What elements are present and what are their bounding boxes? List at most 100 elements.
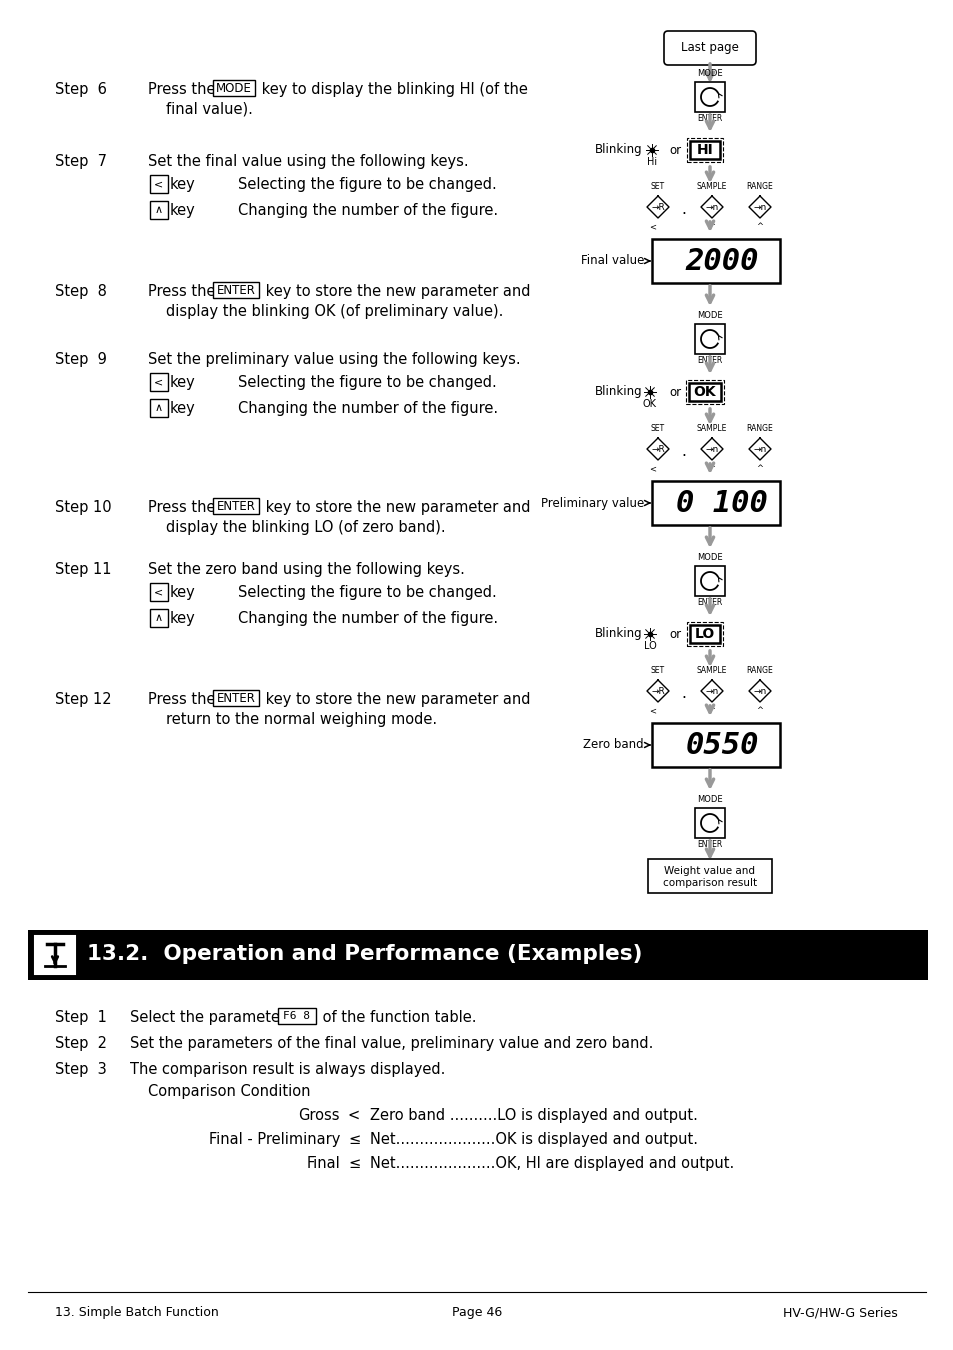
Text: Press the: Press the xyxy=(148,82,220,97)
Text: Zero band ..........LO is displayed and output.: Zero band ..........LO is displayed and … xyxy=(370,1108,698,1123)
Bar xyxy=(213,690,258,706)
Text: MODE: MODE xyxy=(697,795,722,805)
Text: Step  2: Step 2 xyxy=(55,1035,107,1052)
Text: SET: SET xyxy=(650,666,664,675)
Text: 13.2.  Operation and Performance (Examples): 13.2. Operation and Performance (Example… xyxy=(87,944,641,964)
Text: →R: →R xyxy=(651,687,664,695)
Text: Step  7: Step 7 xyxy=(55,154,107,169)
Text: key: key xyxy=(170,610,195,625)
Text: SAMPLE: SAMPLE xyxy=(696,424,726,433)
Text: Final - Preliminary: Final - Preliminary xyxy=(209,1133,339,1147)
Text: OK: OK xyxy=(642,400,657,409)
Polygon shape xyxy=(646,680,668,702)
Text: ENTER: ENTER xyxy=(697,113,721,123)
Polygon shape xyxy=(700,680,722,702)
Text: Step  6: Step 6 xyxy=(55,82,107,97)
Text: Step  1: Step 1 xyxy=(55,1010,107,1025)
Text: SAMPLE: SAMPLE xyxy=(696,666,726,675)
Bar xyxy=(35,936,75,973)
Text: <: < xyxy=(154,377,164,387)
Text: Changing the number of the figure.: Changing the number of the figure. xyxy=(237,610,497,625)
Bar xyxy=(213,80,254,96)
Text: Step 12: Step 12 xyxy=(55,693,112,707)
Text: MODE: MODE xyxy=(697,310,722,320)
Bar xyxy=(150,583,168,601)
Text: Final: Final xyxy=(306,1156,339,1170)
Text: →n: →n xyxy=(704,444,718,454)
Text: HV-G/HW-G Series: HV-G/HW-G Series xyxy=(782,1305,897,1319)
Text: ≤: ≤ xyxy=(348,1133,360,1147)
Text: Net.....................OK is displayed and output.: Net.....................OK is displayed … xyxy=(370,1133,698,1147)
Bar xyxy=(686,622,722,647)
Text: Step  9: Step 9 xyxy=(55,352,107,367)
Polygon shape xyxy=(700,437,722,460)
Text: HI: HI xyxy=(696,143,713,157)
Text: →n: →n xyxy=(704,202,718,212)
Text: key: key xyxy=(170,177,195,192)
Text: Step 11: Step 11 xyxy=(55,562,112,576)
Text: Comparison Condition: Comparison Condition xyxy=(148,1084,310,1099)
Text: display the blinking OK (of preliminary value).: display the blinking OK (of preliminary … xyxy=(166,304,503,319)
Text: Net.....................OK, HI are displayed and output.: Net.....................OK, HI are displ… xyxy=(370,1156,734,1170)
Text: return to the normal weighing mode.: return to the normal weighing mode. xyxy=(166,711,436,728)
Text: Set the final value using the following keys.: Set the final value using the following … xyxy=(148,154,468,169)
Text: ∧: ∧ xyxy=(154,205,163,215)
Text: ^: ^ xyxy=(756,464,762,472)
Text: SAMPLE: SAMPLE xyxy=(696,182,726,190)
Text: Weight value and: Weight value and xyxy=(664,865,755,876)
Bar xyxy=(150,609,168,626)
Polygon shape xyxy=(646,196,668,217)
Text: <: < xyxy=(648,464,656,472)
FancyBboxPatch shape xyxy=(663,31,755,65)
Text: <: < xyxy=(154,180,164,189)
Bar xyxy=(689,625,720,643)
Text: Step  8: Step 8 xyxy=(55,284,107,298)
Text: .: . xyxy=(680,202,686,217)
Text: 13. Simple Batch Function: 13. Simple Batch Function xyxy=(55,1305,218,1319)
Text: RANGE: RANGE xyxy=(746,666,773,675)
Bar xyxy=(686,138,722,162)
Text: Blinking: Blinking xyxy=(595,143,642,157)
Text: or: or xyxy=(668,386,680,398)
Polygon shape xyxy=(748,437,770,460)
Text: key to store the new parameter and: key to store the new parameter and xyxy=(261,693,530,707)
Text: ENTER: ENTER xyxy=(697,840,721,849)
Text: Hi: Hi xyxy=(646,157,657,167)
Bar xyxy=(647,859,771,892)
Text: Blinking: Blinking xyxy=(595,628,642,640)
Text: Set the preliminary value using the following keys.: Set the preliminary value using the foll… xyxy=(148,352,520,367)
Text: <: < xyxy=(648,221,656,231)
Text: ENTER: ENTER xyxy=(216,500,255,513)
Text: ^: ^ xyxy=(708,221,715,231)
Bar xyxy=(213,282,258,298)
Text: →n: →n xyxy=(753,444,766,454)
Polygon shape xyxy=(748,196,770,217)
Bar xyxy=(651,724,780,767)
Text: MODE: MODE xyxy=(697,69,722,78)
Text: →n: →n xyxy=(704,687,718,695)
Text: final value).: final value). xyxy=(166,103,253,117)
Text: MODE: MODE xyxy=(215,81,252,95)
Text: of the function table.: of the function table. xyxy=(317,1010,476,1025)
Text: key: key xyxy=(170,585,195,599)
Text: ENTER: ENTER xyxy=(697,356,721,365)
Bar xyxy=(150,201,168,219)
Text: display the blinking LO (of zero band).: display the blinking LO (of zero band). xyxy=(166,520,445,535)
Text: key to store the new parameter and: key to store the new parameter and xyxy=(261,500,530,514)
Text: 0 100: 0 100 xyxy=(676,489,767,517)
Text: .: . xyxy=(680,444,686,459)
Text: key: key xyxy=(170,202,195,217)
Bar xyxy=(695,566,724,595)
Bar xyxy=(685,379,723,404)
Bar xyxy=(150,176,168,193)
Bar xyxy=(213,498,258,514)
Text: →R: →R xyxy=(651,444,664,454)
Text: 0550: 0550 xyxy=(685,730,759,760)
Text: Press the: Press the xyxy=(148,693,220,707)
Text: Step  3: Step 3 xyxy=(55,1062,107,1077)
Text: Blinking: Blinking xyxy=(595,386,642,398)
Bar xyxy=(28,930,927,980)
Text: Selecting the figure to be changed.: Selecting the figure to be changed. xyxy=(237,374,497,390)
Bar xyxy=(651,239,780,284)
Bar xyxy=(695,82,724,112)
